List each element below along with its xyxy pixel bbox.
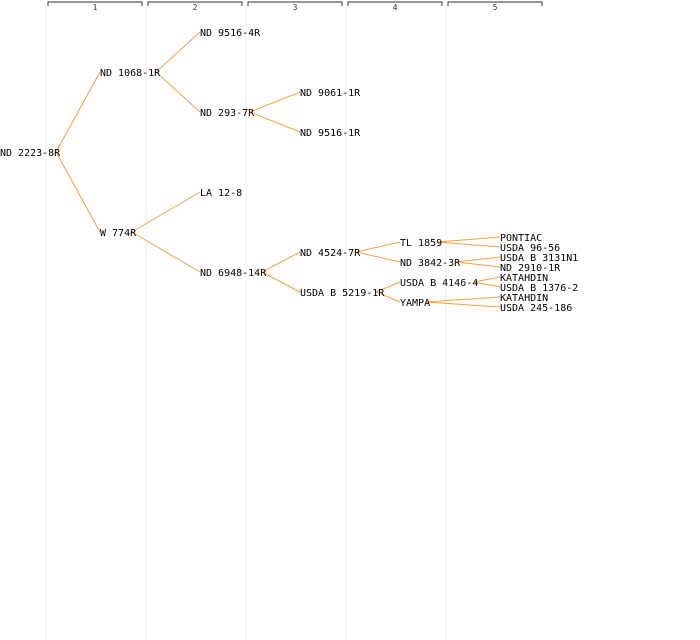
tree-node-label[interactable]: USDA B 5219-1R (300, 288, 385, 299)
tree-node-label[interactable]: USDA B 4146-4 (400, 278, 478, 289)
tree-edge (455, 261, 501, 268)
tree-edge (55, 71, 101, 153)
tree-edges (55, 31, 501, 308)
generation-number: 5 (493, 3, 498, 12)
generation-bracket (447, 1, 543, 6)
tree-edge (131, 191, 201, 233)
tree-node-label[interactable]: PONTIAC (500, 233, 542, 244)
tree-edge (473, 276, 501, 283)
tree-node-label[interactable]: ND 9061-1R (300, 88, 361, 99)
tree-node-label[interactable]: ND 9516-1R (300, 128, 361, 139)
tree-edge (261, 271, 301, 293)
tree-node-label[interactable]: ND 4524-7R (300, 248, 361, 259)
tree-edge (155, 71, 201, 113)
tree-node-label[interactable]: YAMPA (400, 298, 430, 309)
tree-edge (425, 301, 501, 308)
tree-node-label[interactable]: USDA B 3131N1 (500, 253, 578, 264)
tree-edge (249, 91, 301, 113)
generation-bracket (247, 1, 343, 6)
generation-bracket (347, 1, 443, 6)
tree-node-label[interactable]: ND 6948-14R (200, 268, 267, 279)
tree-node-label[interactable]: ND 2910-1R (500, 263, 561, 274)
tree-node-label[interactable]: USDA 96-56 (500, 243, 560, 254)
tree-edge (437, 241, 501, 248)
tree-edge (455, 256, 501, 263)
tree-node-label[interactable]: LA 12-8 (200, 188, 242, 199)
tree-node-label[interactable]: USDA B 1376-2 (500, 283, 578, 294)
generation-bracket (47, 1, 143, 6)
tree-edge (131, 231, 201, 273)
tree-node-label[interactable]: W 774R (100, 228, 137, 239)
tree-edge (425, 296, 501, 303)
tree-node-label[interactable]: KATAHDIN (500, 293, 548, 304)
tree-node-label[interactable]: TL 1859 (400, 238, 442, 249)
tree-node-label[interactable]: ND 3842-3R (400, 258, 461, 269)
tree-nodes: ND 2223-8R ND 1068-1R ND 9516-4R ND 293-7R N… (0, 28, 578, 314)
tree-node-label[interactable]: ND 1068-1R (100, 68, 161, 79)
tree-node-label[interactable]: ND 2223-8R (0, 148, 61, 159)
tree-node-label[interactable]: KATAHDIN (500, 273, 548, 284)
tree-edge (261, 251, 301, 273)
tree-node-label[interactable]: ND 9516-4R (200, 28, 261, 39)
tree-edge (375, 281, 401, 293)
generation-number: 3 (293, 3, 298, 12)
tree-edge (249, 111, 301, 133)
tree-edge (355, 241, 401, 253)
tree-edge (55, 151, 101, 233)
generation-number: 2 (193, 3, 198, 12)
tree-node-label[interactable]: USDA 245-186 (500, 303, 572, 314)
tree-edge (375, 291, 401, 303)
tree-edge (155, 31, 201, 73)
generation-guides (45, 4, 447, 640)
generation-bracket (147, 1, 243, 6)
tree-node-label[interactable]: ND 293-7R (200, 108, 255, 119)
generation-header: 1 2 3 4 5 (47, 1, 543, 12)
tree-edge (473, 281, 501, 288)
tree-edge (437, 236, 501, 243)
generation-number: 1 (93, 3, 98, 12)
tree-edge (355, 251, 401, 263)
generation-number: 4 (393, 3, 398, 12)
